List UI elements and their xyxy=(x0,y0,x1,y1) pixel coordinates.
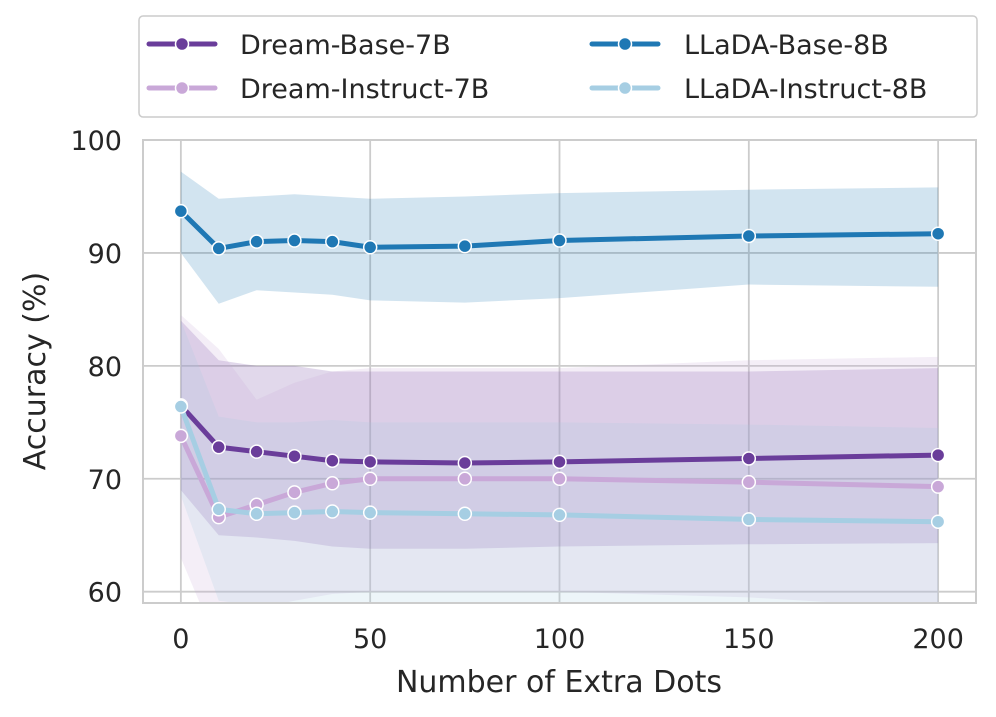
y-axis-label: Accuracy (%) xyxy=(18,272,53,470)
x-tick-labels: 0 50 100 150 200 xyxy=(172,624,964,655)
x-tick-label: 100 xyxy=(534,624,586,655)
point-llada-instruct-8b xyxy=(741,512,757,527)
line-dream-base-7b xyxy=(178,402,941,466)
y-tick-labels: 60 70 80 90 100 xyxy=(70,126,122,609)
point-dream-instruct-7b xyxy=(173,428,189,444)
point-dream-base-7b xyxy=(552,454,567,470)
band-dream-base-7b xyxy=(180,320,939,549)
point-dream-base-7b xyxy=(211,439,226,455)
legend-label-llada-base-8b: LLaDA-Base-8B xyxy=(684,30,889,61)
point-llada-base-8b xyxy=(211,241,226,256)
point-dream-instruct-7b xyxy=(287,485,302,500)
point-llada-instruct-8b xyxy=(173,399,189,414)
series-markers xyxy=(173,203,946,529)
point-llada-instruct-8b xyxy=(325,504,340,519)
legend-label-dream-base-7b: Dream-Base-7B xyxy=(240,30,451,61)
point-llada-base-8b xyxy=(173,203,189,219)
point-llada-instruct-8b xyxy=(362,505,378,520)
plot-frame xyxy=(142,139,977,604)
point-llada-base-8b xyxy=(325,234,340,249)
point-dream-instruct-7b xyxy=(362,471,378,487)
x-tick-label: 0 xyxy=(172,624,189,655)
point-dream-base-7b xyxy=(930,447,946,463)
point-llada-instruct-8b xyxy=(457,506,473,522)
line-llada-instruct-8b xyxy=(178,404,941,525)
point-dream-base-7b xyxy=(362,454,378,470)
point-dream-base-7b xyxy=(287,448,302,464)
legend-label-dream-instruct-7b: Dream-Instruct-7B xyxy=(240,74,489,105)
point-llada-base-8b xyxy=(249,234,264,249)
point-llada-base-8b xyxy=(362,240,378,255)
legend-item-dream-instruct-7b: Dream-Instruct-7B xyxy=(146,74,489,105)
y-tick-label: 70 xyxy=(88,465,122,496)
y-tick-label: 90 xyxy=(88,239,122,270)
legend-item-llada-instruct-8b: LLaDA-Instruct-8B xyxy=(589,74,927,105)
point-llada-base-8b xyxy=(552,233,567,248)
point-llada-instruct-8b xyxy=(211,502,226,517)
point-dream-instruct-7b xyxy=(930,479,946,494)
point-llada-instruct-8b xyxy=(552,507,567,523)
point-llada-instruct-8b xyxy=(287,505,302,520)
legend-marker-dream-instruct-7b xyxy=(174,80,190,96)
point-dream-instruct-7b xyxy=(741,474,757,490)
point-dream-instruct-7b xyxy=(457,471,473,487)
point-dream-base-7b xyxy=(457,455,473,471)
point-llada-instruct-8b xyxy=(249,506,264,522)
y-tick-label: 60 xyxy=(88,578,122,609)
point-llada-base-8b xyxy=(930,226,946,241)
x-axis-label: Number of Extra Dots xyxy=(396,665,722,700)
legend: Dream-Base-7B Dream-Instruct-7B LLaDA-Ba… xyxy=(138,15,978,118)
point-llada-base-8b xyxy=(741,228,757,244)
y-tick-label: 80 xyxy=(88,352,122,383)
point-dream-instruct-7b xyxy=(325,476,340,491)
point-dream-base-7b xyxy=(741,451,757,466)
legend-marker-llada-instruct-8b xyxy=(617,80,633,96)
x-tick-label: 50 xyxy=(353,624,387,655)
point-dream-base-7b xyxy=(325,453,340,468)
x-tick-label: 200 xyxy=(912,624,964,655)
x-tick-label: 150 xyxy=(723,624,775,655)
point-dream-base-7b xyxy=(249,444,264,459)
legend-item-llada-base-8b: LLaDA-Base-8B xyxy=(589,30,889,61)
line-llada-base-8b xyxy=(178,208,941,251)
y-tick-label: 100 xyxy=(70,126,122,157)
point-dream-instruct-7b xyxy=(552,471,567,487)
series-lines xyxy=(178,208,941,525)
legend-frame xyxy=(138,15,978,118)
point-llada-instruct-8b xyxy=(930,514,946,529)
legend-marker-llada-base-8b xyxy=(617,36,633,52)
legend-label-llada-instruct-8b: LLaDA-Instruct-8B xyxy=(684,74,927,105)
point-llada-base-8b xyxy=(287,233,302,248)
point-llada-base-8b xyxy=(457,238,473,254)
legend-item-dream-base-7b: Dream-Base-7B xyxy=(146,30,451,61)
legend-marker-dream-base-7b xyxy=(174,36,190,52)
